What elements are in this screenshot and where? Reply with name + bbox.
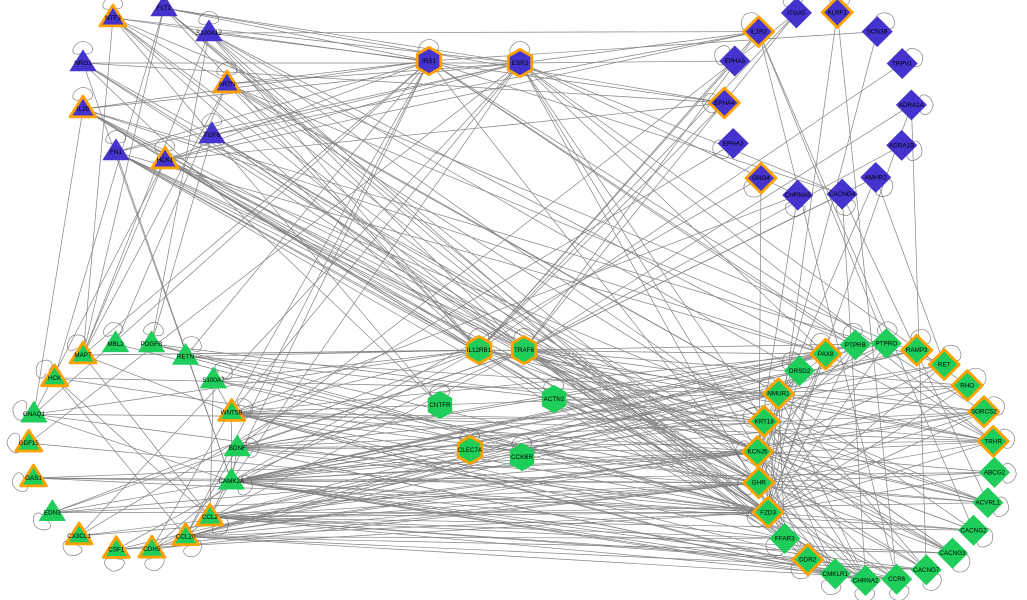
svg-text:RHO: RHO — [960, 383, 974, 390]
svg-text:ARTN: ARTN — [218, 81, 235, 88]
svg-text:KLRF1: KLRF1 — [827, 9, 847, 16]
svg-text:PDGFB: PDGFB — [141, 341, 163, 348]
svg-text:FFAR3: FFAR3 — [775, 536, 795, 543]
svg-text:HCK: HCK — [48, 375, 62, 382]
svg-text:FZD3: FZD3 — [760, 509, 776, 516]
svg-text:CAMK2A: CAMK2A — [218, 478, 245, 485]
svg-text:SORCS2: SORCS2 — [971, 409, 997, 416]
svg-text:MAPT: MAPT — [74, 352, 92, 359]
svg-text:CACNG2: CACNG2 — [960, 527, 987, 534]
svg-text:TRPV1: TRPV1 — [892, 61, 913, 68]
svg-text:TRHR: TRHR — [984, 438, 1002, 445]
svg-text:PTPRB: PTPRB — [845, 342, 866, 349]
svg-text:CLEC7A: CLEC7A — [458, 447, 483, 454]
svg-text:BDNF: BDNF — [229, 445, 246, 452]
svg-text:TRAF6: TRAF6 — [514, 347, 534, 354]
svg-text:CSF1: CSF1 — [108, 547, 125, 554]
svg-text:GDF15: GDF15 — [19, 440, 40, 447]
svg-text:FN1: FN1 — [110, 149, 122, 156]
svg-text:RETN: RETN — [177, 354, 195, 361]
svg-text:IL1R2: IL1R2 — [750, 29, 767, 36]
svg-text:CMKLR1: CMKLR1 — [823, 571, 849, 578]
svg-text:EPHA4: EPHA4 — [714, 100, 735, 107]
svg-text:GAS1: GAS1 — [25, 475, 42, 482]
svg-text:ADRA1A: ADRA1A — [899, 102, 925, 109]
svg-text:CDH5: CDH5 — [143, 546, 161, 553]
svg-text:S100A7: S100A7 — [202, 377, 225, 384]
svg-text:ABCG2: ABCG2 — [984, 469, 1006, 476]
svg-text:S100A12: S100A12 — [196, 30, 222, 37]
svg-text:EDN3: EDN3 — [44, 510, 61, 517]
svg-text:FGF6: FGF6 — [204, 132, 221, 139]
svg-text:IL20: IL20 — [77, 106, 90, 113]
svg-text:NTF3: NTF3 — [105, 15, 121, 22]
svg-text:CACNG3: CACNG3 — [939, 550, 966, 557]
svg-text:SCN3B: SCN3B — [867, 29, 888, 36]
svg-text:ACTN2: ACTN2 — [544, 396, 565, 403]
svg-text:RAMP3: RAMP3 — [906, 347, 928, 354]
svg-text:PAX8: PAX8 — [818, 351, 834, 358]
svg-text:CACNG4: CACNG4 — [829, 191, 856, 198]
svg-text:CACNG7: CACNG7 — [913, 567, 940, 574]
svg-text:CX3CL1: CX3CL1 — [67, 533, 91, 540]
svg-text:RET: RET — [938, 362, 951, 369]
svg-text:NMUR1: NMUR1 — [767, 391, 790, 398]
svg-text:EPHA5: EPHA5 — [724, 58, 745, 65]
svg-text:CCR6: CCR6 — [888, 576, 906, 583]
svg-text:GNG4: GNG4 — [752, 175, 770, 182]
svg-text:CCL20: CCL20 — [176, 534, 196, 541]
svg-text:ACVRL1: ACVRL1 — [976, 500, 1001, 507]
svg-text:MBL2: MBL2 — [107, 341, 124, 348]
svg-text:CNTFR: CNTFR — [429, 402, 451, 409]
svg-text:CCKBR: CCKBR — [511, 454, 533, 461]
svg-text:GNAQ1: GNAQ1 — [23, 411, 46, 418]
svg-text:CHRNA5: CHRNA5 — [785, 192, 811, 199]
svg-text:FLT1: FLT1 — [157, 5, 172, 12]
svg-text:IRS1: IRS1 — [422, 58, 436, 65]
svg-text:EPHA3: EPHA3 — [723, 140, 744, 147]
svg-text:KRT18: KRT18 — [754, 418, 774, 425]
svg-text:HCK1: HCK1 — [157, 157, 174, 164]
svg-text:PTPRO: PTPRO — [876, 341, 898, 348]
svg-text:AMHR2: AMHR2 — [865, 174, 888, 181]
svg-text:CCL2: CCL2 — [202, 514, 219, 521]
svg-text:ITGA5: ITGA5 — [787, 10, 806, 17]
svg-text:ORSD2: ORSD2 — [789, 368, 811, 375]
svg-text:DDR2: DDR2 — [799, 557, 817, 564]
svg-text:ADRA1B: ADRA1B — [889, 142, 914, 149]
svg-text:GHR: GHR — [752, 480, 766, 487]
svg-text:ESR2: ESR2 — [512, 60, 529, 67]
svg-text:KCNJ5: KCNJ5 — [748, 449, 768, 456]
svg-text:CHRNA2: CHRNA2 — [853, 578, 879, 585]
svg-text:IL12RB1: IL12RB1 — [467, 347, 492, 354]
svg-text:WNT5B: WNT5B — [221, 410, 243, 417]
svg-text:NRG1: NRG1 — [74, 60, 92, 67]
